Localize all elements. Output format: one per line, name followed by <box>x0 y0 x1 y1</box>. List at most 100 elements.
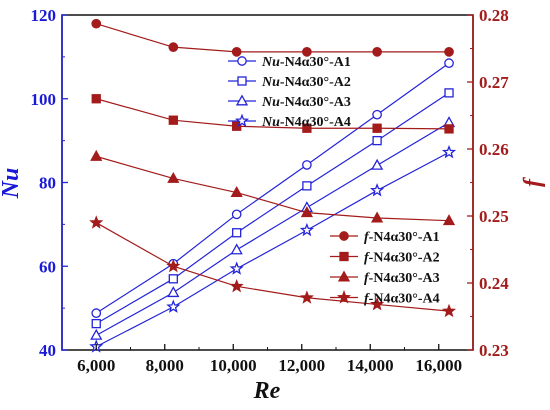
legend-label: Nu-N4α30°-A4 <box>261 115 351 130</box>
f-data-point <box>441 303 457 318</box>
f-data-point <box>231 46 242 57</box>
legend-label-case: -N4α30°-A4 <box>369 292 440 307</box>
legend-marker <box>339 231 349 241</box>
nu-series-line-a3 <box>95 122 450 336</box>
nu-data-point <box>168 274 178 284</box>
left-y-tick-label: 40 <box>39 341 56 360</box>
legend-marker <box>237 56 247 66</box>
legend-label-variable: f <box>364 230 370 245</box>
legend-label: f-N4α30°-A2 <box>364 251 440 266</box>
right-y-tick-label: 0.23 <box>479 341 509 360</box>
nu-data-point <box>372 109 382 120</box>
f-data-point <box>168 42 179 53</box>
nu-data-point <box>91 318 101 329</box>
legend-label-case: -N4α30°-A3 <box>280 95 351 110</box>
f-data-point <box>444 124 454 134</box>
legend-label-case: -N4α30°-A1 <box>280 55 351 70</box>
left-y-tick-label: 100 <box>31 90 57 109</box>
nu-data-point <box>91 308 102 318</box>
nu-legend: Nu-N4α30°-A1Nu-N4α30°-A2Nu-N4α30°-A3Nu-N… <box>228 55 351 130</box>
legend-label-case: -N4α30°-A3 <box>369 271 440 286</box>
nu-data-point <box>372 135 382 146</box>
legend-label: f-N4α30°-A4 <box>364 292 440 307</box>
axes-group: 6,000 8,000 10,000 12,000 14,000 16,000 40 60 80… <box>31 6 510 375</box>
legend-label-variable: Nu <box>261 115 280 130</box>
legend-marker <box>234 113 250 127</box>
nu-series-line-a1 <box>95 62 450 314</box>
f-data-point <box>90 149 103 161</box>
left-y-axis-title: Nu <box>0 168 24 200</box>
nu-series-line-a2 <box>95 92 450 325</box>
right-y-tick-label: 0.24 <box>479 274 509 293</box>
nu-data-point <box>166 299 181 313</box>
legend-label-variable: f <box>364 292 370 307</box>
legend-label-variable: Nu <box>261 75 280 90</box>
f-data-point <box>168 115 178 125</box>
nu-data-point <box>302 181 312 191</box>
nu-data-point <box>232 228 242 238</box>
f-data-point <box>229 278 244 293</box>
legend-label: Nu-N4α30°-A2 <box>261 75 351 90</box>
nu-data-point <box>370 183 385 197</box>
f-data-point <box>91 94 101 104</box>
x-axis-title: Re <box>253 378 281 404</box>
legend-label: Nu-N4α30°-A3 <box>261 95 351 110</box>
nu-data-point <box>167 286 180 298</box>
nu-data-point <box>444 88 454 98</box>
f-data-point <box>230 186 243 198</box>
legend-label-variable: f <box>364 271 370 286</box>
nu-data-point <box>90 328 103 340</box>
f-data-point <box>372 123 382 133</box>
legend-label-case: -N4α30°-A2 <box>280 75 351 90</box>
f-data-point <box>91 18 102 29</box>
f-series-line-a3 <box>96 155 450 222</box>
f-data-point <box>444 46 454 57</box>
f-data-point <box>167 171 180 183</box>
right-y-tick-label: 0.28 <box>479 6 509 25</box>
x-tick-label: 10,000 <box>210 356 257 375</box>
legend-marker <box>337 270 351 282</box>
f-data-point <box>300 206 313 218</box>
f-data-point <box>370 297 385 311</box>
nu-data-point <box>441 144 457 159</box>
nu-data-point <box>299 222 314 237</box>
f-data-point <box>372 46 382 57</box>
f-data-point <box>89 215 104 229</box>
right-y-tick-label: 0.25 <box>479 207 509 226</box>
legend-label-case: -N4α30°-A2 <box>369 251 440 266</box>
f-data-point <box>370 211 384 223</box>
f-series-line-a1 <box>96 23 450 53</box>
plot-frame <box>61 14 474 351</box>
nu-data-point <box>229 261 244 275</box>
legend-label-variable: f <box>364 251 370 266</box>
x-tick-label: 16,000 <box>415 356 462 375</box>
right-y-axis-title: f <box>520 177 546 187</box>
right-y-tick-label: 0.26 <box>479 140 509 159</box>
nu-data-point <box>444 58 454 69</box>
legend-marker <box>339 251 349 262</box>
legend-marker <box>237 76 247 86</box>
x-tick-label: 6,000 <box>77 356 115 375</box>
left-y-tick-label: 80 <box>39 174 56 193</box>
nu-series-line-a4 <box>95 151 450 348</box>
f-series-group <box>89 18 457 318</box>
legend-label: f-N4α30°-A3 <box>364 271 440 286</box>
legend-label: Nu-N4α30°-A1 <box>261 55 351 70</box>
legend-label-case: -N4α30°-A1 <box>369 230 440 245</box>
nu-data-point <box>370 158 384 170</box>
f-data-point <box>302 123 312 133</box>
f-legend: f-N4α30°-A1f-N4α30°-A2f-N4α30°-A3f-N4α30… <box>330 230 440 307</box>
legend-label: f-N4α30°-A1 <box>364 230 440 245</box>
left-y-tick-label: 120 <box>31 6 57 25</box>
x-tick-label: 14,000 <box>347 356 394 375</box>
legend-label-variable: Nu <box>261 55 280 70</box>
right-y-tick-label: 0.27 <box>479 73 509 92</box>
x-tick-label: 12,000 <box>278 356 325 375</box>
nu-data-point <box>230 243 243 255</box>
legend-label-case: -N4α30°-A4 <box>280 115 351 130</box>
f-data-point <box>299 290 314 304</box>
f-series-line-a2 <box>96 98 450 130</box>
legend-marker <box>336 290 352 304</box>
